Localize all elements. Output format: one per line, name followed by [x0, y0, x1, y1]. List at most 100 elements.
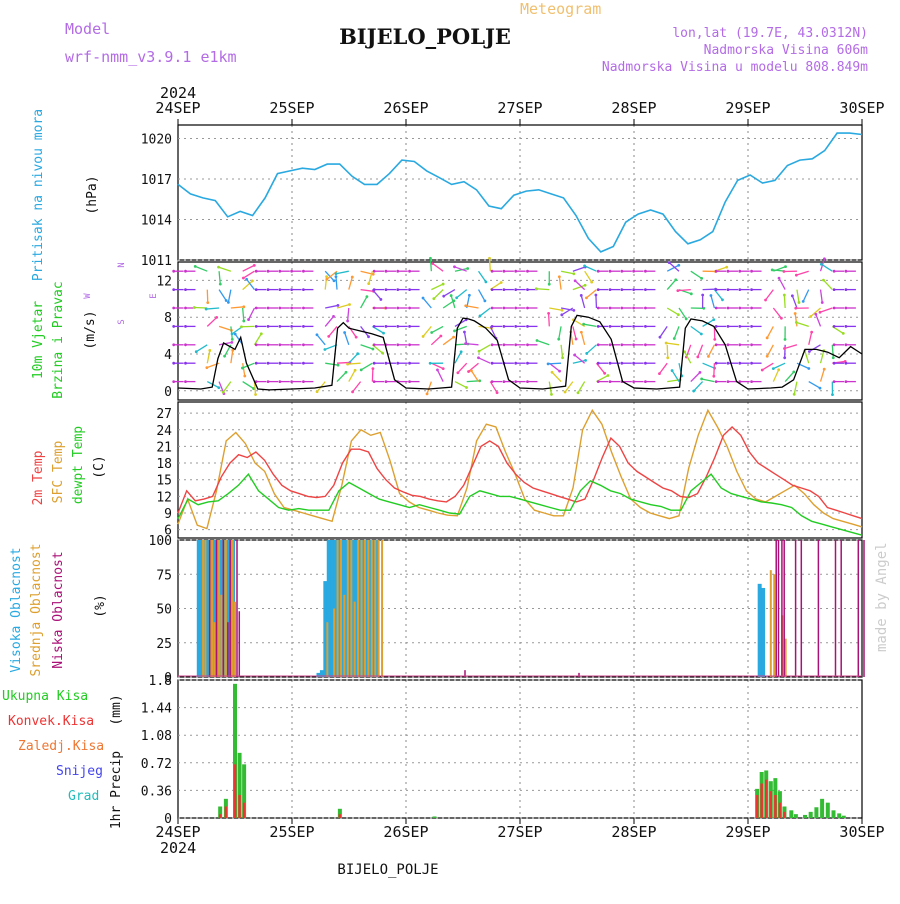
precip-conv-bar [756, 795, 759, 818]
day-tick-top: 27SEP [497, 99, 542, 117]
y-tick-label: 21 [156, 440, 172, 455]
model-name: wrf-nmm_v3.9.1 e1km [65, 48, 237, 66]
cloud-bar-mid [340, 540, 342, 677]
wind-arrow-head [205, 308, 208, 311]
wind-arrow-head [385, 307, 388, 310]
wind-arrow-head [794, 312, 797, 315]
wind-arrow-head [809, 315, 812, 318]
wind-arrow-head [792, 370, 795, 373]
wind-arrow-head [725, 266, 728, 269]
wind-arrow-head [302, 380, 305, 383]
wind-arrow-head [408, 380, 411, 383]
wind-arrow-head [833, 270, 836, 273]
wind-arrow-head [783, 347, 786, 350]
cloud-bar-mid [213, 622, 215, 677]
wind-arrow-head [738, 288, 741, 291]
wind-arrow-head [491, 288, 494, 291]
cloud-bar-low [783, 540, 785, 677]
cloud-bar-mid [343, 595, 345, 677]
wind-arrow-head [278, 288, 281, 291]
day-tick-bottom: 26SEP [383, 823, 428, 841]
cloud-bar-mid [367, 540, 369, 677]
wind-arrow [548, 363, 561, 364]
cloud-bar-mid [350, 540, 352, 677]
wind-arrow-head [597, 362, 600, 365]
cloud-bar-low [227, 622, 229, 677]
cloud-bar-low [229, 540, 231, 677]
precip-conv-bar [774, 795, 777, 818]
cloud-bar-mid [333, 609, 335, 678]
wind-arrow-head [373, 343, 376, 346]
wind-arrow-head [227, 301, 230, 304]
wind-arrow-head [278, 362, 281, 365]
wind-arrow-head [715, 380, 718, 383]
precip-conv-bar [225, 807, 228, 819]
wind-arrow-head [172, 380, 175, 383]
wind-arrow-head [479, 315, 482, 318]
cloud-bar-low [775, 540, 777, 677]
wind-arrow [549, 313, 550, 326]
wind-arrow-head [577, 391, 580, 394]
wind-arrow-head [738, 362, 741, 365]
wind-arrow-head [561, 356, 564, 359]
wind-arrow-head [845, 343, 848, 346]
wind-arrow-head [332, 315, 335, 318]
y-tick-label: 50 [156, 603, 172, 618]
wind-arrow-head [346, 363, 349, 366]
wind-arrow-head [255, 325, 258, 328]
precip-conv-bar [238, 795, 241, 818]
wind-arrow-head [278, 325, 281, 328]
wind-arrow-head [674, 278, 677, 281]
wind-arrow-head [267, 325, 270, 328]
wind-arrow-head [609, 270, 612, 273]
wind-arrow-head [231, 333, 234, 336]
wind-arrow-head [585, 352, 588, 355]
cloud-bar-mid [347, 540, 349, 677]
wind-arrow-head [503, 270, 506, 273]
cloud-bar-low [239, 611, 241, 677]
wind-arrow-head [367, 282, 370, 285]
wind-arrow-head [429, 257, 432, 260]
precip-total-bar [433, 816, 437, 818]
cloud-bar-mid [770, 570, 772, 677]
y-tick-label: 1014 [141, 214, 172, 229]
wind-arrow-head [385, 362, 388, 365]
wind-arrow-head [597, 380, 600, 383]
wind-arrow-head [373, 307, 376, 310]
cloud-bar-low [223, 540, 225, 677]
wind-arrow-head [535, 287, 538, 290]
wind-arrow-head [783, 356, 786, 359]
wind-arrow-head [267, 288, 270, 291]
wind-arrow-head [491, 325, 494, 328]
wind-arrow-head [727, 325, 730, 328]
legend-snow: Snijeg [56, 764, 103, 779]
wind-arrow-head [302, 307, 305, 310]
wind-arrow-head [255, 307, 258, 310]
wind-arrow-head [217, 386, 220, 389]
precip-total-bar [837, 813, 841, 818]
wind-arrow-head [408, 343, 411, 346]
meteogram-label: Meteogram [520, 0, 601, 18]
wind-arrow-head [778, 277, 781, 280]
precip-total-bar [809, 812, 813, 818]
wind-arrow-head [302, 362, 305, 365]
wind-arrow-head [557, 338, 560, 341]
wind-arrow-head [644, 288, 647, 291]
wind-arrow-head [372, 367, 375, 370]
wind-arrow-head [184, 288, 187, 291]
wind-arrow-head [658, 372, 661, 375]
wind-arrow-head [597, 307, 600, 310]
wind-arrow-head [738, 325, 741, 328]
cloud-bar-low [236, 540, 238, 677]
wind-arrow-head [783, 270, 786, 273]
wind-arrow-head [385, 288, 388, 291]
wind-arrow-head [323, 348, 326, 351]
wind-arrow-head [514, 288, 517, 291]
cloud-bar-mid [204, 540, 206, 677]
wind-arrow-head [491, 380, 494, 383]
wind-arrow-head [715, 307, 718, 310]
wind-arrow-head [583, 264, 586, 267]
wind-arrow-head [465, 386, 468, 389]
wind-arrow-head [794, 307, 797, 310]
y-tick-label: 12 [156, 274, 172, 289]
